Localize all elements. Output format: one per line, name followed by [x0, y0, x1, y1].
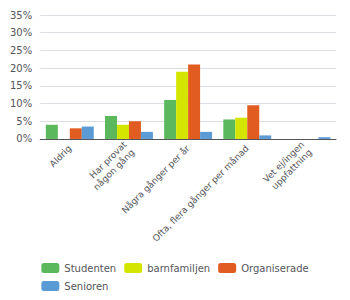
- svg-text:10%: 10%: [10, 98, 32, 109]
- svg-text:uppfattning: uppfattning: [270, 147, 314, 191]
- svg-text:Aldrig: Aldrig: [48, 143, 74, 169]
- svg-text:15%: 15%: [10, 80, 32, 91]
- svg-text:Senioren: Senioren: [64, 281, 108, 292]
- svg-text:Studenten: Studenten: [64, 263, 116, 274]
- svg-text:Några gånger per år: Några gånger per år: [120, 143, 192, 215]
- svg-text:barnfamiljen: barnfamiljen: [147, 263, 210, 274]
- svg-text:30%: 30%: [10, 27, 32, 38]
- svg-text:25%: 25%: [10, 45, 32, 56]
- svg-text:Organiserade: Organiserade: [241, 263, 309, 274]
- svg-text:Ofta, flera gånger per månad: Ofta, flera gånger per månad: [151, 143, 251, 243]
- svg-text:20%: 20%: [10, 63, 32, 74]
- svg-text:0%: 0%: [16, 133, 32, 144]
- svg-text:någon gång: någon gång: [91, 147, 136, 192]
- svg-text:Har provat: Har provat: [87, 139, 129, 181]
- svg-text:Vet ej/ingen: Vet ej/ingen: [261, 139, 307, 185]
- svg-text:5%: 5%: [16, 116, 32, 127]
- svg-text:35%: 35%: [10, 10, 32, 21]
